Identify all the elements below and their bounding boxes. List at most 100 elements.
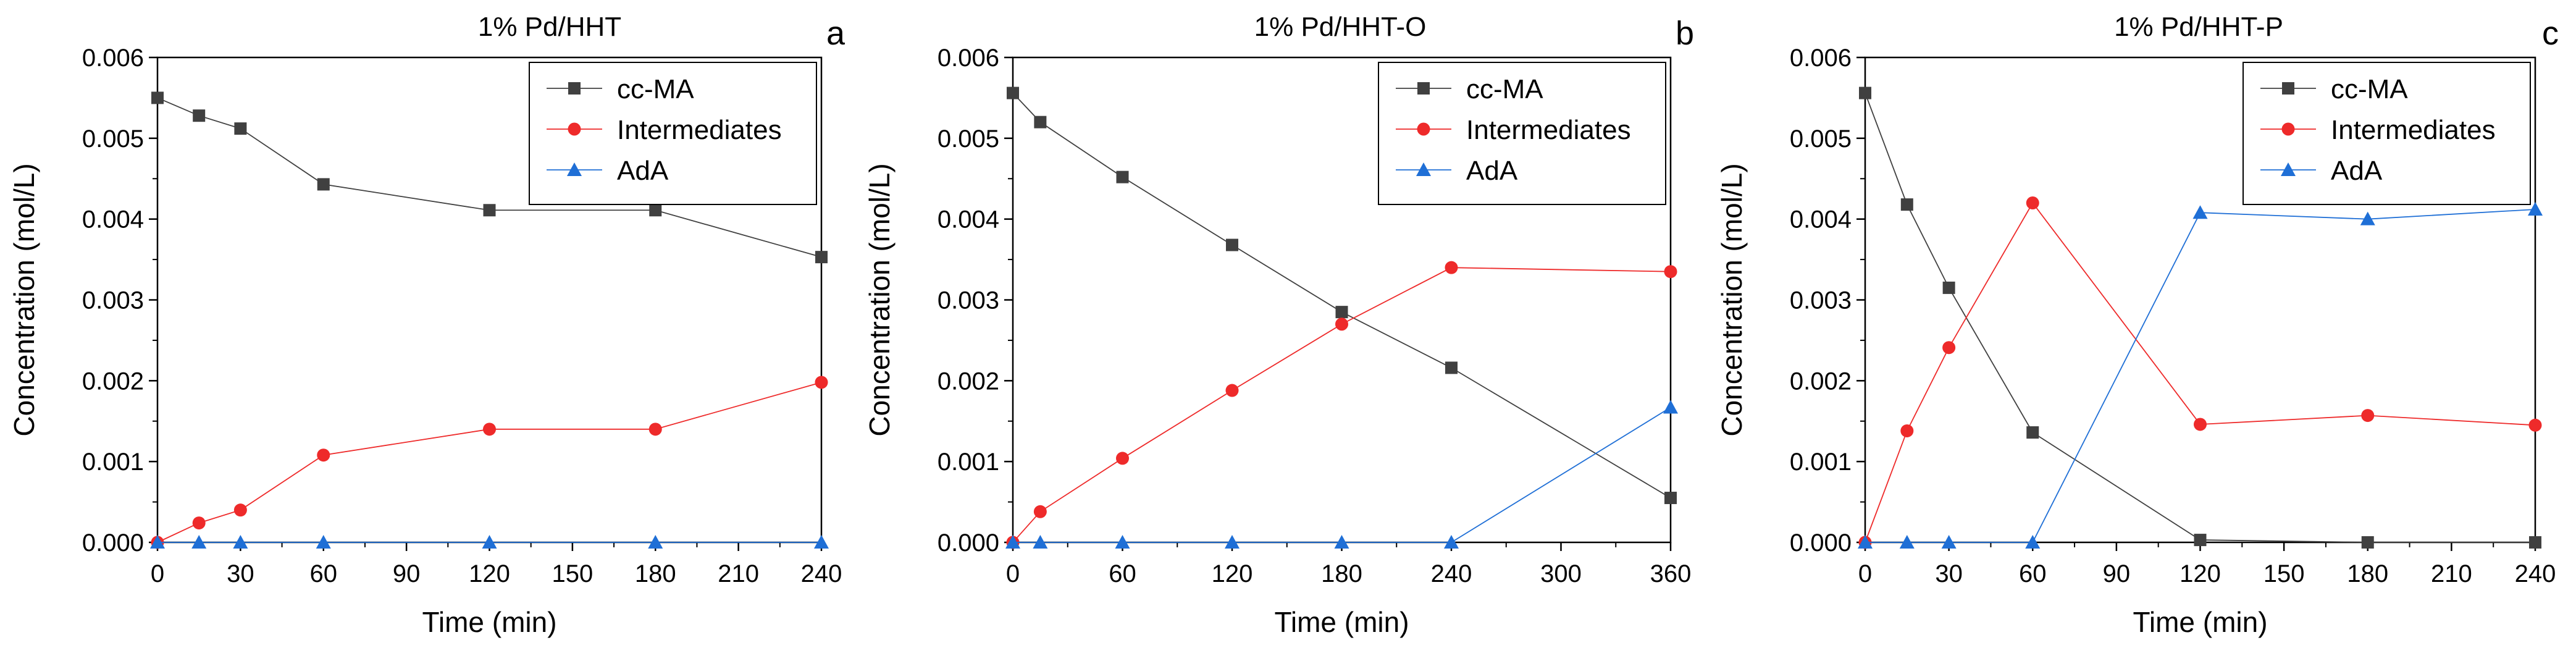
y-tick-label: 0.006 [82, 44, 144, 72]
legend-entry: AdA [617, 156, 669, 186]
data-point [192, 516, 206, 530]
data-point [2194, 534, 2207, 547]
series-line [1865, 209, 2536, 543]
x-tick-label: 240 [1431, 560, 1472, 587]
legend-swatch-marker [567, 162, 582, 176]
data-point [1116, 452, 1129, 465]
y-tick-label: 0.001 [1790, 448, 1852, 476]
data-point [1858, 535, 1873, 549]
data-point [191, 535, 207, 549]
y-tick-label: 0.000 [938, 529, 999, 557]
data-point [2361, 536, 2374, 549]
x-tick-label: 180 [2347, 560, 2388, 587]
data-point [1663, 400, 1678, 414]
data-point [1664, 265, 1677, 279]
data-point [1899, 535, 1915, 549]
data-point [193, 109, 206, 122]
legend-swatch-marker [2281, 162, 2296, 176]
data-point [1335, 318, 1348, 331]
data-point [1942, 281, 1955, 294]
y-tick-label: 0.001 [82, 448, 144, 476]
data-point [1225, 535, 1240, 549]
series-ada [1005, 400, 1678, 549]
legend: cc-MA Intermediates AdA [2242, 62, 2531, 205]
y-tick-label: 0.004 [1790, 206, 1852, 234]
series-intermediates [151, 376, 828, 549]
y-tick-label: 0.004 [938, 206, 999, 234]
series-cc-ma [151, 91, 828, 264]
legend-entry: cc-MA [617, 74, 694, 104]
data-point [648, 535, 663, 549]
legend-entry: Intermediates [2331, 115, 2496, 145]
chart-title: 1% Pd/HHT-P [2114, 12, 2283, 42]
data-point [317, 448, 330, 462]
data-point [316, 535, 331, 549]
x-tick-label: 60 [310, 560, 338, 587]
series-line [1013, 406, 1671, 543]
data-point [1005, 535, 1020, 549]
y-tick-label: 0.005 [82, 125, 144, 153]
legend-swatch-marker [2281, 122, 2295, 136]
data-point [814, 535, 829, 549]
x-tick-label: 360 [1650, 560, 1692, 587]
data-point [2026, 426, 2039, 439]
data-point [1034, 116, 1047, 128]
x-tick-label: 0 [1858, 560, 1872, 587]
x-axis-label: Time (min) [2133, 606, 2267, 638]
chart-title: 1% Pd/HHT-O [1254, 12, 1427, 42]
y-axis-label: Concentration (mol/L) [863, 163, 896, 436]
y-tick-label: 0.000 [1790, 529, 1852, 557]
data-point [1664, 492, 1677, 505]
data-point [1115, 535, 1130, 549]
chart-panel-a: 1% Pd/HHT a 0 30 60 90 120 150 180 210 240 0.000 0.0… [8, 12, 845, 638]
x-tick-label: 90 [393, 560, 421, 587]
series-cc-ma [1859, 86, 2541, 549]
y-tick-label: 0.003 [1790, 287, 1852, 314]
data-point [815, 251, 828, 264]
data-point [234, 122, 247, 135]
data-point [2026, 196, 2039, 209]
data-point [2194, 418, 2207, 431]
data-point [233, 503, 247, 517]
data-point [1116, 170, 1129, 183]
y-tick-label: 0.004 [82, 206, 144, 234]
x-tick-label: 210 [718, 560, 759, 587]
series-line [1865, 201, 2536, 543]
data-point [1941, 535, 1957, 549]
chart-panel-c: 1% Pd/HHT-P c 0 30 60 90 120 150 180 210 240 0.000 0… [1716, 12, 2559, 638]
data-point [1444, 535, 1459, 549]
legend-entry: Intermediates [617, 115, 782, 145]
data-point [150, 535, 165, 549]
x-tick-label: 210 [2431, 560, 2472, 587]
y-tick-label: 0.006 [938, 44, 999, 72]
legend-swatch-marker [2282, 82, 2294, 95]
y-tick-label: 0.003 [82, 287, 144, 314]
legend-entry: AdA [2331, 156, 2383, 186]
panel-label: c [2542, 15, 2559, 52]
chart-panel-b: 1% Pd/HHT-O b 0 60 120 180 240 300 360 0.000 0.001… [863, 12, 1694, 638]
y-tick-label: 0.002 [1790, 368, 1852, 395]
data-point [1445, 361, 1458, 374]
data-point [2529, 536, 2541, 549]
panel-label: a [826, 15, 845, 52]
data-point [1859, 86, 1871, 99]
y-tick-label: 0.002 [82, 368, 144, 395]
data-point [1033, 535, 1048, 549]
y-tick-label: 0.000 [82, 529, 144, 557]
data-point [233, 535, 248, 549]
data-point [649, 204, 662, 217]
data-point [1445, 261, 1458, 274]
x-tick-label: 180 [635, 560, 676, 587]
data-point [483, 423, 496, 436]
x-tick-label: 60 [2019, 560, 2047, 587]
x-tick-label: 90 [2103, 560, 2131, 587]
data-point [2361, 409, 2375, 423]
x-tick-label: 150 [2263, 560, 2305, 587]
x-tick-label: 180 [1321, 560, 1362, 587]
series-ada [150, 535, 829, 549]
data-point [1942, 341, 1956, 355]
y-axis-label: Concentration (mol/L) [8, 163, 40, 436]
data-point [1225, 384, 1239, 397]
series-ada [1858, 201, 2543, 549]
